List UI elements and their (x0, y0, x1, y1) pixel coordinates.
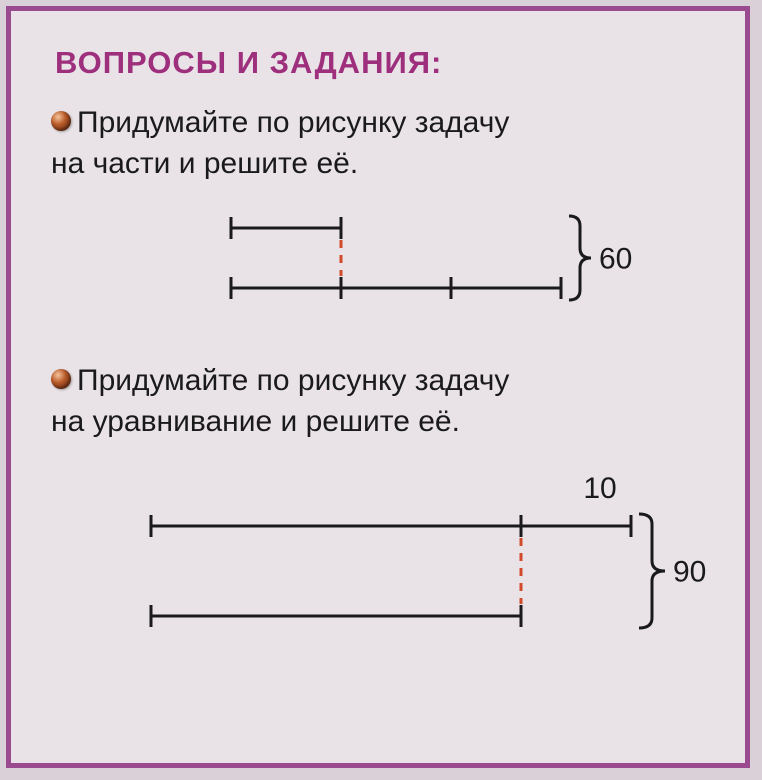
task-2-text: Придумайте по рисунку задачу на уравнива… (51, 361, 705, 442)
svg-text:90: 90 (673, 556, 706, 589)
diagram-2-svg: 10 90 (51, 456, 711, 656)
svg-text:10: 10 (583, 472, 616, 505)
diagram-1-svg: 60 (51, 198, 711, 328)
task-1-line-2: на части и решите её. (51, 147, 358, 180)
svg-text:60: 60 (599, 243, 632, 276)
page-border: ВОПРОСЫ И ЗАДАНИЯ: Придумайте по рисунку… (6, 6, 750, 768)
diagram-1: 60 (51, 198, 705, 333)
task-1-text: Придумайте по рисунку задачу на части и … (51, 103, 705, 184)
section-heading: ВОПРОСЫ И ЗАДАНИЯ: (55, 45, 705, 81)
task-2-line-2: на уравнивание и решите её. (51, 405, 460, 438)
content-area: ВОПРОСЫ И ЗАДАНИЯ: Придумайте по рисунку… (11, 11, 745, 709)
bullet-icon (51, 111, 71, 131)
task-1-line-1: Придумайте по рисунку задачу (77, 106, 509, 139)
bullet-icon (51, 369, 71, 389)
task-2-line-1: Придумайте по рисунку задачу (77, 364, 509, 397)
diagram-2: 10 90 (51, 456, 705, 661)
